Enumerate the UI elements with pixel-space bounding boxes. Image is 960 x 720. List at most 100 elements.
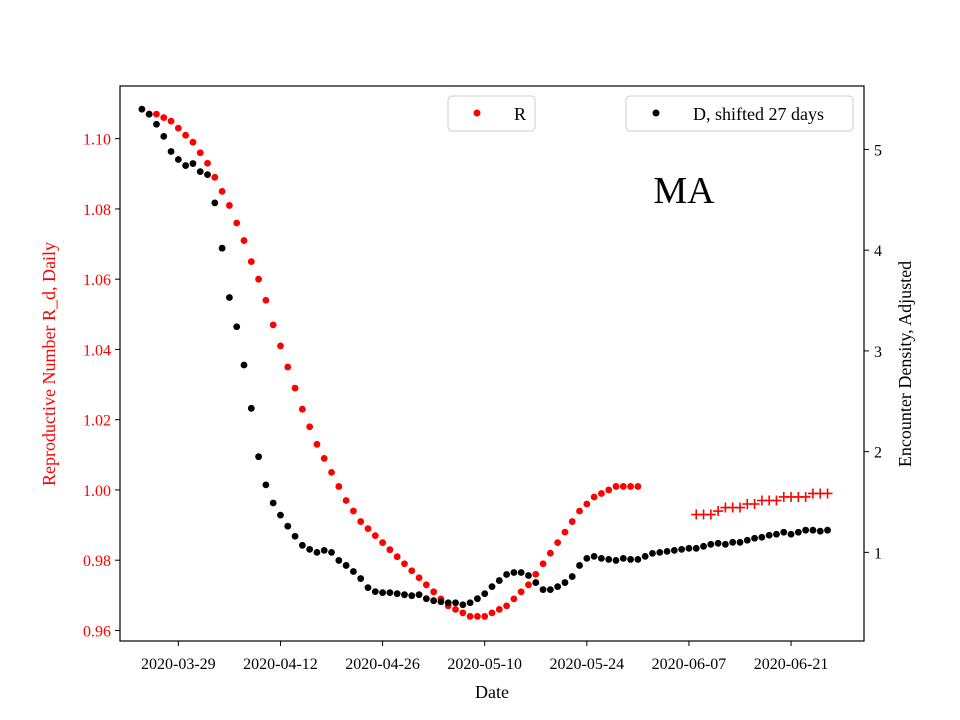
- data-point: [495, 577, 503, 584]
- x-tick-label: 2020-06-07: [652, 656, 727, 673]
- data-point: [612, 557, 620, 564]
- data-point: [605, 486, 613, 494]
- data-point: [532, 579, 540, 586]
- legend-r-frame: [447, 95, 536, 132]
- data-point: [277, 342, 284, 350]
- data-point: [539, 560, 547, 568]
- legend-r: R: [447, 95, 536, 132]
- data-point: [554, 539, 562, 547]
- data-point: [357, 518, 365, 525]
- data-point: [619, 555, 627, 562]
- data-point: [590, 552, 598, 560]
- data-point: [298, 541, 306, 549]
- data-point: [656, 548, 664, 556]
- data-point: [736, 538, 744, 546]
- data-point: [350, 568, 357, 575]
- data-point: [612, 483, 620, 490]
- data-point: [583, 500, 591, 508]
- annotation-label: MA: [653, 170, 715, 212]
- data-point: [649, 549, 656, 557]
- data-point: [488, 609, 496, 617]
- series-r-projected: [691, 488, 833, 520]
- y-tick-label-left: 1.04: [83, 342, 111, 359]
- y-tick-label-left: 1.02: [83, 413, 111, 430]
- data-point: [481, 613, 489, 620]
- y-tick-label-right: 2: [874, 445, 882, 462]
- y-tick-label-right: 3: [874, 344, 882, 361]
- data-point: [627, 556, 634, 563]
- legend-r-label: R: [514, 104, 526, 124]
- series-layer: [138, 105, 833, 620]
- data-point: [771, 495, 782, 506]
- x-axis-label: Date: [475, 682, 509, 702]
- data-point: [153, 120, 160, 128]
- data-point: [822, 488, 833, 499]
- y-axis-label-right: Encounter Density, Adjusted: [895, 261, 915, 467]
- data-point: [160, 114, 168, 122]
- data-point: [452, 605, 459, 613]
- x-tick-label: 2020-05-10: [447, 656, 522, 673]
- data-point: [800, 491, 811, 502]
- data-point: [824, 526, 831, 534]
- data-point: [145, 110, 153, 118]
- data-point: [291, 384, 299, 392]
- data-point: [474, 613, 481, 620]
- data-point: [328, 548, 335, 556]
- y-tick-label-right: 4: [874, 243, 882, 260]
- data-point: [561, 579, 569, 586]
- data-point: [546, 586, 554, 594]
- data-point: [379, 589, 386, 597]
- data-point: [313, 548, 321, 556]
- data-point: [568, 518, 576, 525]
- data-point: [335, 557, 343, 564]
- data-point: [342, 562, 350, 569]
- data-point: [619, 483, 627, 490]
- x-tick-label: 2020-04-12: [243, 656, 318, 673]
- data-point: [196, 149, 204, 157]
- data-point: [568, 573, 576, 580]
- data-point: [707, 540, 715, 548]
- data-point: [269, 321, 277, 329]
- data-point: [320, 454, 328, 462]
- data-point: [204, 171, 211, 179]
- data-point: [714, 539, 722, 547]
- data-point: [459, 601, 467, 609]
- data-point: [226, 202, 233, 209]
- data-point: [401, 591, 408, 599]
- data-point: [510, 595, 518, 603]
- data-point: [532, 570, 540, 578]
- data-point: [269, 499, 277, 507]
- series-r: [145, 110, 642, 620]
- legend-d-marker: [652, 109, 660, 117]
- plot-frame: [119, 85, 865, 642]
- data-point: [546, 549, 554, 557]
- data-point: [627, 483, 634, 490]
- axes-layer: 2020-03-29 2020-04-12 2020-04-26 2020-05-10…: [83, 132, 882, 673]
- data-point: [342, 497, 350, 504]
- data-point: [765, 531, 773, 539]
- data-point: [809, 526, 817, 534]
- data-point: [247, 404, 255, 412]
- data-point: [174, 124, 182, 132]
- data-point: [583, 555, 591, 562]
- data-point: [743, 536, 751, 544]
- data-point: [758, 533, 766, 541]
- data-point: [780, 528, 788, 536]
- data-point: [576, 562, 583, 569]
- data-point: [218, 187, 226, 195]
- data-point: [371, 588, 379, 596]
- y-tick-label-left: 0.96: [83, 623, 111, 640]
- data-point: [386, 546, 394, 554]
- x-tick-label: 2020-06-21: [754, 656, 829, 673]
- data-point: [262, 296, 270, 304]
- data-point: [700, 542, 707, 550]
- data-point: [350, 507, 357, 515]
- data-point: [313, 440, 321, 448]
- data-point: [306, 423, 314, 431]
- data-point: [167, 117, 175, 125]
- data-point: [379, 539, 386, 547]
- data-point: [444, 599, 452, 607]
- data-point: [415, 574, 423, 582]
- data-point: [713, 506, 724, 517]
- data-point: [262, 481, 270, 489]
